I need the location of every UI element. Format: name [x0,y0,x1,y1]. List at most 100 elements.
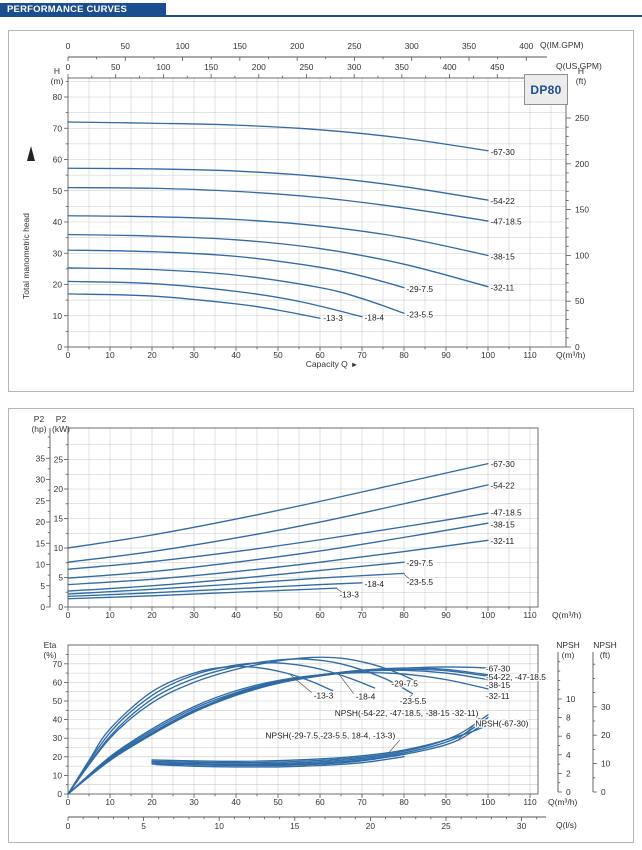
tick-label: 60 [53,155,63,165]
curve-label: -29-7.5 [391,679,418,689]
tick-label: 30 [189,350,199,360]
curve-29-7.5 [67,561,405,592]
curve-label: -18-4 [365,579,385,589]
curve-label: -54-22 [491,480,516,490]
label-leader [336,588,343,593]
model-badge: DP80 [524,74,568,105]
tick-label: 300 [347,62,361,72]
p2-hp-axis-label: P2 (hp) [28,414,50,434]
tick-label: 60 [315,350,325,360]
tick-label: 90 [441,610,451,620]
curve-32-11 [67,233,489,288]
kw-unit: (kW) [52,424,70,434]
tick-label: 80 [53,92,63,102]
curve-18-4 [67,280,363,318]
npsh-ft-axis-label: NPSH (ft) [588,640,622,660]
capacity-axis-label: Capacity Q ► [262,359,402,370]
label-leader [290,674,312,693]
curve-54-22 [67,484,489,563]
label-leader [407,694,413,699]
tick-label: 150 [233,41,247,51]
curve-npsh-large-b [151,716,489,765]
curve-32-11 [67,539,489,586]
curve-label: -47-18.5 [491,217,523,227]
tick-label: 150 [204,62,218,72]
curve-label: -67-30 [486,663,511,673]
tick-label: 110 [523,797,537,807]
curve-label: -29-7.5 [407,558,434,568]
curve-label: -13-3 [323,313,343,323]
tick-label: 200 [575,159,589,169]
curve-label: -18-4 [356,691,376,701]
curve-label: -38-15 [491,251,516,261]
tick-label: 0 [66,350,71,360]
flow-m3h-label-3: Q(m³/h) [548,797,578,807]
tick-label: 0 [58,602,63,612]
flow-ls-label: Q(l/s) [556,820,577,830]
curve-label: -67-30 [491,459,516,469]
eta-unit: (%) [43,650,57,660]
tick-label: 15 [290,821,300,831]
tick-label: 20 [54,484,64,494]
curve-label: -47-18.5 [491,508,523,518]
tick-label: 35 [36,453,46,463]
curve-npsh-67-30 [151,724,489,762]
tick-label: 100 [481,797,495,807]
npsh-symbol: NPSH [593,640,617,650]
curve-23-5.5 [67,572,405,595]
im-gpm-axis-label: Q(IM.GPM) [540,40,584,50]
curve-38-15 [67,522,489,579]
title-rule [0,15,642,17]
us-gpm-axis-label: Q(US.GPM) [556,61,602,71]
tick-label: 100 [156,62,170,72]
curve-label: NPSH(-67-30) [475,718,528,728]
tick-label: 30 [517,821,527,831]
tick-label: 0 [66,610,71,620]
tick-label: 0 [40,602,45,612]
tick-label: 30 [601,702,611,712]
curve-67-30 [67,462,489,549]
tick-label: 70 [53,659,63,669]
tick-label: 150 [575,205,589,215]
flow-m3h-label-2: Q(m³/h) [552,610,582,620]
curve-label: -67-30 [491,147,516,157]
tick-label: 200 [252,62,266,72]
tick-label: 400 [519,41,533,51]
hp-unit: (hp) [31,424,47,434]
tick-label: 100 [481,610,495,620]
curve-38-15 [67,215,489,257]
chart-head: 0 10 20 30 40 50 60 70 80 90 100 110 0 10 20 30 40 50 60 70… [53,41,590,360]
tick-label: 20 [53,752,63,762]
tick-label: 50 [53,696,63,706]
tick-label: 25 [36,496,46,506]
h-ft-unit: (ft) [575,76,587,86]
tick-label: 50 [575,296,585,306]
tick-label: 20 [147,350,157,360]
tick-label: 10 [36,560,46,570]
power-eta-chart-panel [8,408,634,843]
tick-label: 0 [566,787,571,797]
tick-label: 60 [315,797,325,807]
curve-29-7.5 [67,249,405,289]
tick-label: 4 [566,750,571,760]
curve-23-5.5 [67,658,414,795]
tick-label: 10 [105,350,115,360]
curve-npsh-small-b [155,755,405,768]
label-leader [338,673,354,694]
tick-label: 250 [347,41,361,51]
tick-label: 200 [290,41,304,51]
tick-label: 60 [315,610,325,620]
curve-47-18.5 [67,186,489,222]
tick-label: 40 [231,610,241,620]
tick-label: 110 [523,610,537,620]
npsh-m-axis-label: NPSH (m) [551,640,585,660]
tick-label: 0 [575,342,580,352]
tick-label: 100 [176,41,190,51]
page-title: PERFORMANCE CURVES [7,4,128,15]
tick-label: 20 [366,821,376,831]
tick-label: 60 [53,677,63,687]
tick-label: 0 [601,787,606,797]
curve-38-15 [67,669,489,795]
tick-label: 50 [111,62,121,72]
right-arrow-icon: ► [350,359,359,369]
